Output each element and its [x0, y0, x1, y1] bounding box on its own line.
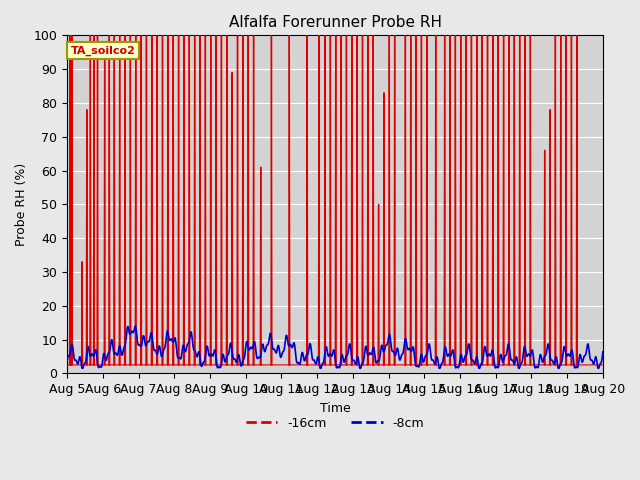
Title: Alfalfa Forerunner Probe RH: Alfalfa Forerunner Probe RH	[228, 15, 442, 30]
Y-axis label: Probe RH (%): Probe RH (%)	[15, 163, 28, 246]
X-axis label: Time: Time	[319, 402, 350, 415]
Legend: -16cm, -8cm: -16cm, -8cm	[241, 412, 429, 435]
Text: TA_soilco2: TA_soilco2	[71, 46, 136, 56]
